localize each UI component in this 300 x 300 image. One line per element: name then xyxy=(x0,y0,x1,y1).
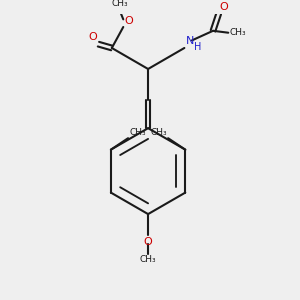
Text: CH₃: CH₃ xyxy=(229,28,246,37)
Text: O: O xyxy=(89,32,98,42)
Text: O: O xyxy=(124,16,133,26)
Text: CH₃: CH₃ xyxy=(140,255,156,264)
Text: H: H xyxy=(194,42,201,52)
Text: O: O xyxy=(220,2,228,12)
Text: CH₃: CH₃ xyxy=(111,0,128,8)
Text: O: O xyxy=(144,237,152,247)
Text: N: N xyxy=(186,36,195,46)
Text: CH₃: CH₃ xyxy=(129,128,146,137)
Text: CH₃: CH₃ xyxy=(151,128,167,137)
